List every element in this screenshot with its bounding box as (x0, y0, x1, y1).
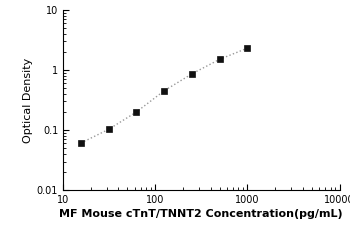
X-axis label: MF Mouse cTnT/TNNT2 Concentration(pg/mL): MF Mouse cTnT/TNNT2 Concentration(pg/mL) (60, 209, 343, 219)
Y-axis label: Optical Density: Optical Density (23, 57, 33, 143)
